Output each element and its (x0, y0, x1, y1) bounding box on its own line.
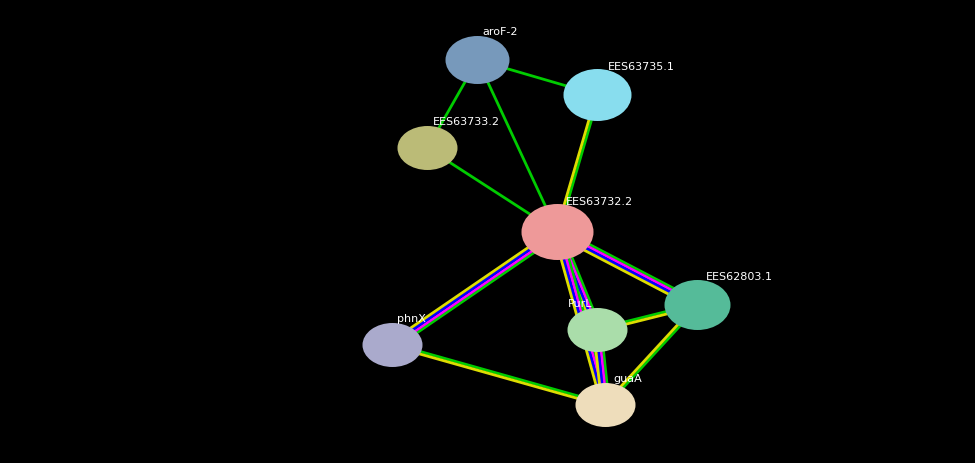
Ellipse shape (363, 323, 422, 367)
Text: EES62803.1: EES62803.1 (706, 272, 772, 282)
Ellipse shape (665, 280, 730, 330)
Ellipse shape (575, 383, 636, 427)
Ellipse shape (564, 69, 632, 121)
Ellipse shape (522, 204, 594, 260)
Text: phnX: phnX (398, 314, 426, 324)
Text: PurL: PurL (568, 299, 593, 309)
Text: EES63733.2: EES63733.2 (433, 117, 499, 127)
Ellipse shape (446, 36, 510, 84)
Text: guaA: guaA (613, 374, 643, 384)
Ellipse shape (398, 126, 457, 170)
Text: aroF-2: aroF-2 (483, 27, 518, 37)
Text: EES63732.2: EES63732.2 (566, 197, 633, 207)
Text: EES63735.1: EES63735.1 (607, 62, 675, 72)
Ellipse shape (567, 308, 628, 352)
